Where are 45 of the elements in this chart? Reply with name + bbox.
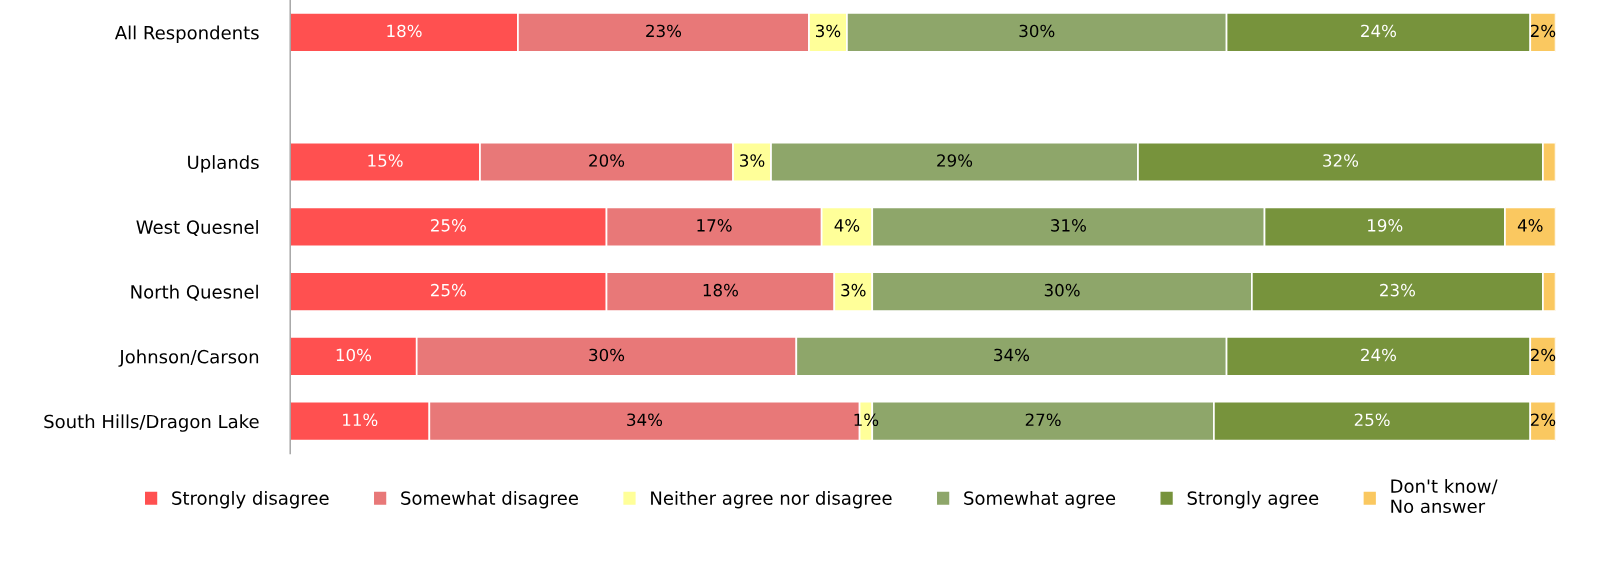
data-label: 4% [1517, 219, 1543, 232]
data-label: 31% [1051, 219, 1086, 232]
legend-label: Strongly agree [1187, 490, 1319, 509]
data-label: 18% [387, 24, 422, 38]
data-label: 18% [703, 283, 738, 297]
data-label: 30% [1044, 283, 1080, 297]
data-label: 17% [697, 219, 732, 232]
y-tick-label: South Hills/Dragon Lake [44, 414, 259, 432]
y-tick-label: Uplands [188, 155, 259, 173]
y-tick-label: All Respondents [114, 25, 259, 44]
data-label: 30% [1019, 24, 1055, 38]
data-label: 2% [1530, 24, 1556, 38]
data-label: 24% [1361, 24, 1397, 38]
data-label: 20% [589, 154, 625, 167]
legend-label: Somewhat disagree [401, 490, 578, 509]
data-label: 27% [1025, 413, 1061, 427]
data-label: 25% [1354, 413, 1390, 427]
data-label: 32% [1323, 154, 1359, 167]
data-label: 19% [1368, 219, 1403, 232]
data-label: 1% [854, 413, 879, 427]
data-label: 25% [431, 219, 466, 232]
data-label: 3% [816, 24, 841, 38]
data-label: 10% [336, 348, 372, 362]
data-label: 4% [834, 219, 860, 232]
legend-label: Strongly disagree [172, 490, 329, 509]
y-tick-label: Johnson/Carson [118, 349, 259, 367]
data-label: 34% [627, 413, 663, 427]
legend-label: Somewhat agree [964, 490, 1116, 509]
data-label: 29% [937, 154, 973, 167]
data-label: 2% [1530, 348, 1556, 362]
legend-label: Don't know/ No answer [1391, 478, 1498, 514]
data-label: 23% [646, 24, 682, 38]
y-tick-label: North Quesnel [131, 284, 258, 301]
data-label: 34% [994, 348, 1030, 362]
data-label: 3% [841, 283, 866, 297]
data-label: 23% [1380, 283, 1415, 297]
legend-label: Neither agree nor disagree [651, 490, 892, 509]
data-label: 25% [431, 283, 466, 297]
data-label: 24% [1361, 348, 1397, 362]
data-label: 3% [740, 154, 765, 167]
data-label: 15% [368, 154, 403, 167]
data-label: 11% [343, 413, 378, 427]
y-tick-label: West Quesnel [136, 219, 258, 236]
data-label: 30% [589, 348, 625, 362]
data-label: 2% [1530, 413, 1556, 427]
